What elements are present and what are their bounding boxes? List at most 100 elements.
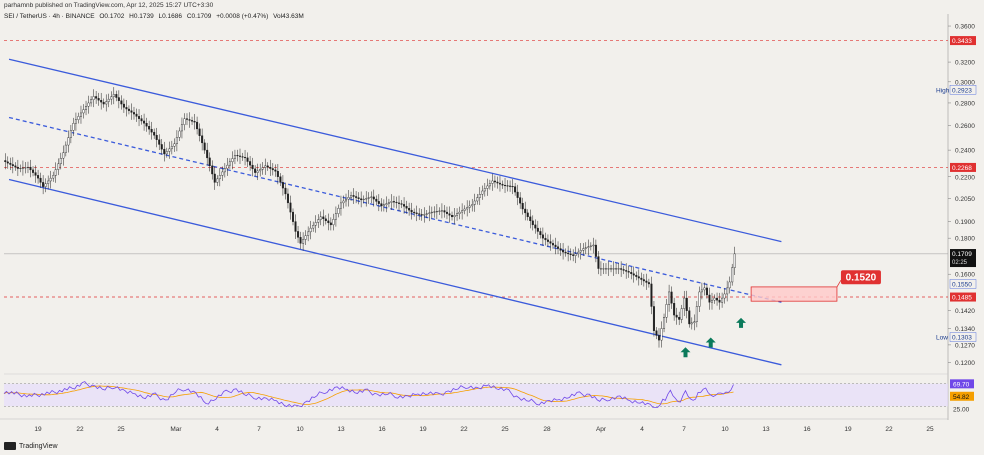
candle-body	[395, 201, 398, 204]
candle-body	[670, 291, 673, 304]
candle-body	[516, 191, 519, 198]
rsi-value-label: 54.82	[953, 394, 970, 401]
candle-body	[387, 202, 390, 204]
candle-body	[14, 165, 17, 168]
candle-body	[355, 196, 358, 198]
candle-body	[700, 289, 703, 293]
candle-body	[655, 330, 658, 336]
candle-body	[405, 206, 408, 209]
candle-body	[4, 160, 7, 163]
channel-lower-line	[8, 178, 782, 366]
candle-body	[188, 119, 191, 121]
candle-body	[445, 211, 448, 214]
price-label: 0.1550	[952, 281, 972, 288]
y-tick-label: 0.3200	[955, 60, 975, 67]
candle-body	[345, 198, 348, 202]
candle-body	[430, 211, 433, 214]
candle-body	[390, 201, 393, 203]
candle-body	[493, 180, 496, 183]
x-tick-label: 19	[844, 426, 852, 433]
rsi-value-label: 25.00	[953, 407, 970, 414]
candle-body	[26, 166, 29, 168]
candle-body	[362, 198, 365, 201]
rsi-line	[3, 381, 734, 408]
candle-body	[269, 166, 272, 169]
x-tick-label: 16	[378, 426, 386, 433]
candle-body	[622, 269, 625, 271]
candle-body	[453, 215, 456, 218]
candle-body	[408, 208, 411, 211]
candle-body	[95, 96, 98, 99]
candle-body	[324, 218, 327, 222]
candle-body	[9, 162, 12, 165]
candle-body	[312, 225, 315, 229]
candle-body	[721, 297, 724, 303]
candle-body	[650, 283, 653, 307]
rsi-value-label-bg	[950, 379, 974, 389]
candle-body	[440, 210, 443, 212]
candle-body	[135, 113, 138, 117]
candle-body	[198, 128, 201, 136]
rsi-band	[4, 383, 948, 407]
candle-body	[196, 121, 199, 130]
candle-body	[256, 170, 259, 173]
candle-body	[279, 176, 282, 183]
candle-body	[400, 203, 403, 205]
x-tick-label: 25	[117, 426, 125, 433]
candle-body	[261, 167, 264, 170]
candle-body	[645, 280, 648, 283]
legend-volume: Vol43.63M	[273, 13, 304, 20]
candle-body	[380, 203, 383, 207]
candle-body	[347, 197, 350, 200]
candle-body	[428, 212, 431, 214]
candle-body	[673, 303, 676, 316]
candle-body	[476, 197, 479, 202]
candle-body	[433, 211, 436, 213]
candle-body	[130, 110, 133, 113]
candle-body	[332, 219, 335, 226]
x-tick-label: 13	[337, 426, 345, 433]
candle-body	[145, 123, 148, 127]
up-arrow-icon	[705, 337, 716, 348]
candle-body	[688, 310, 691, 325]
candle-body	[213, 173, 216, 183]
candle-body	[514, 186, 517, 193]
candle-body	[663, 317, 666, 329]
candle-body	[170, 146, 173, 150]
x-tick-label: 19	[34, 426, 42, 433]
candle-body	[519, 197, 522, 204]
y-tick-label: 0.2400	[955, 148, 975, 155]
candle-body	[231, 158, 234, 163]
candle-body	[264, 165, 267, 168]
legend-low: L0.1686	[158, 13, 183, 20]
candle-body	[733, 253, 736, 268]
candle-body	[698, 291, 701, 307]
candle-body	[529, 216, 532, 222]
candle-body	[173, 143, 176, 147]
candle-body	[705, 287, 708, 296]
candle-body	[72, 123, 75, 131]
candle-body	[690, 322, 693, 325]
candle-body	[551, 243, 554, 246]
candle-body	[685, 297, 688, 311]
candle-body	[21, 167, 24, 169]
candle-body	[443, 210, 446, 213]
legend-symbol[interactable]: SEI / TetherUS · 4h · BINANCE	[4, 13, 95, 20]
candle-body	[562, 250, 565, 253]
tradingview-brand: TradingView	[19, 442, 58, 450]
candle-body	[155, 134, 158, 140]
price-chart-svg[interactable]: 0.3600 0.3200 0.3000 0.2800 0.2600 0.2400 0.22…	[0, 0, 984, 442]
price-label-bg	[949, 279, 977, 289]
level-label-bg	[950, 292, 976, 302]
candle-body	[488, 183, 491, 187]
candle-body	[471, 204, 474, 207]
x-tick-label: 16	[803, 426, 811, 433]
y-tick-label: 0.1420	[955, 308, 975, 315]
candle-body	[57, 163, 60, 170]
candle-body	[163, 148, 166, 155]
x-tick-label: 28	[543, 426, 551, 433]
candle-body	[59, 157, 62, 165]
candle-body	[64, 144, 67, 153]
x-tick-label: 10	[296, 426, 304, 433]
tradingview-footer[interactable]: TradingView	[4, 442, 58, 450]
